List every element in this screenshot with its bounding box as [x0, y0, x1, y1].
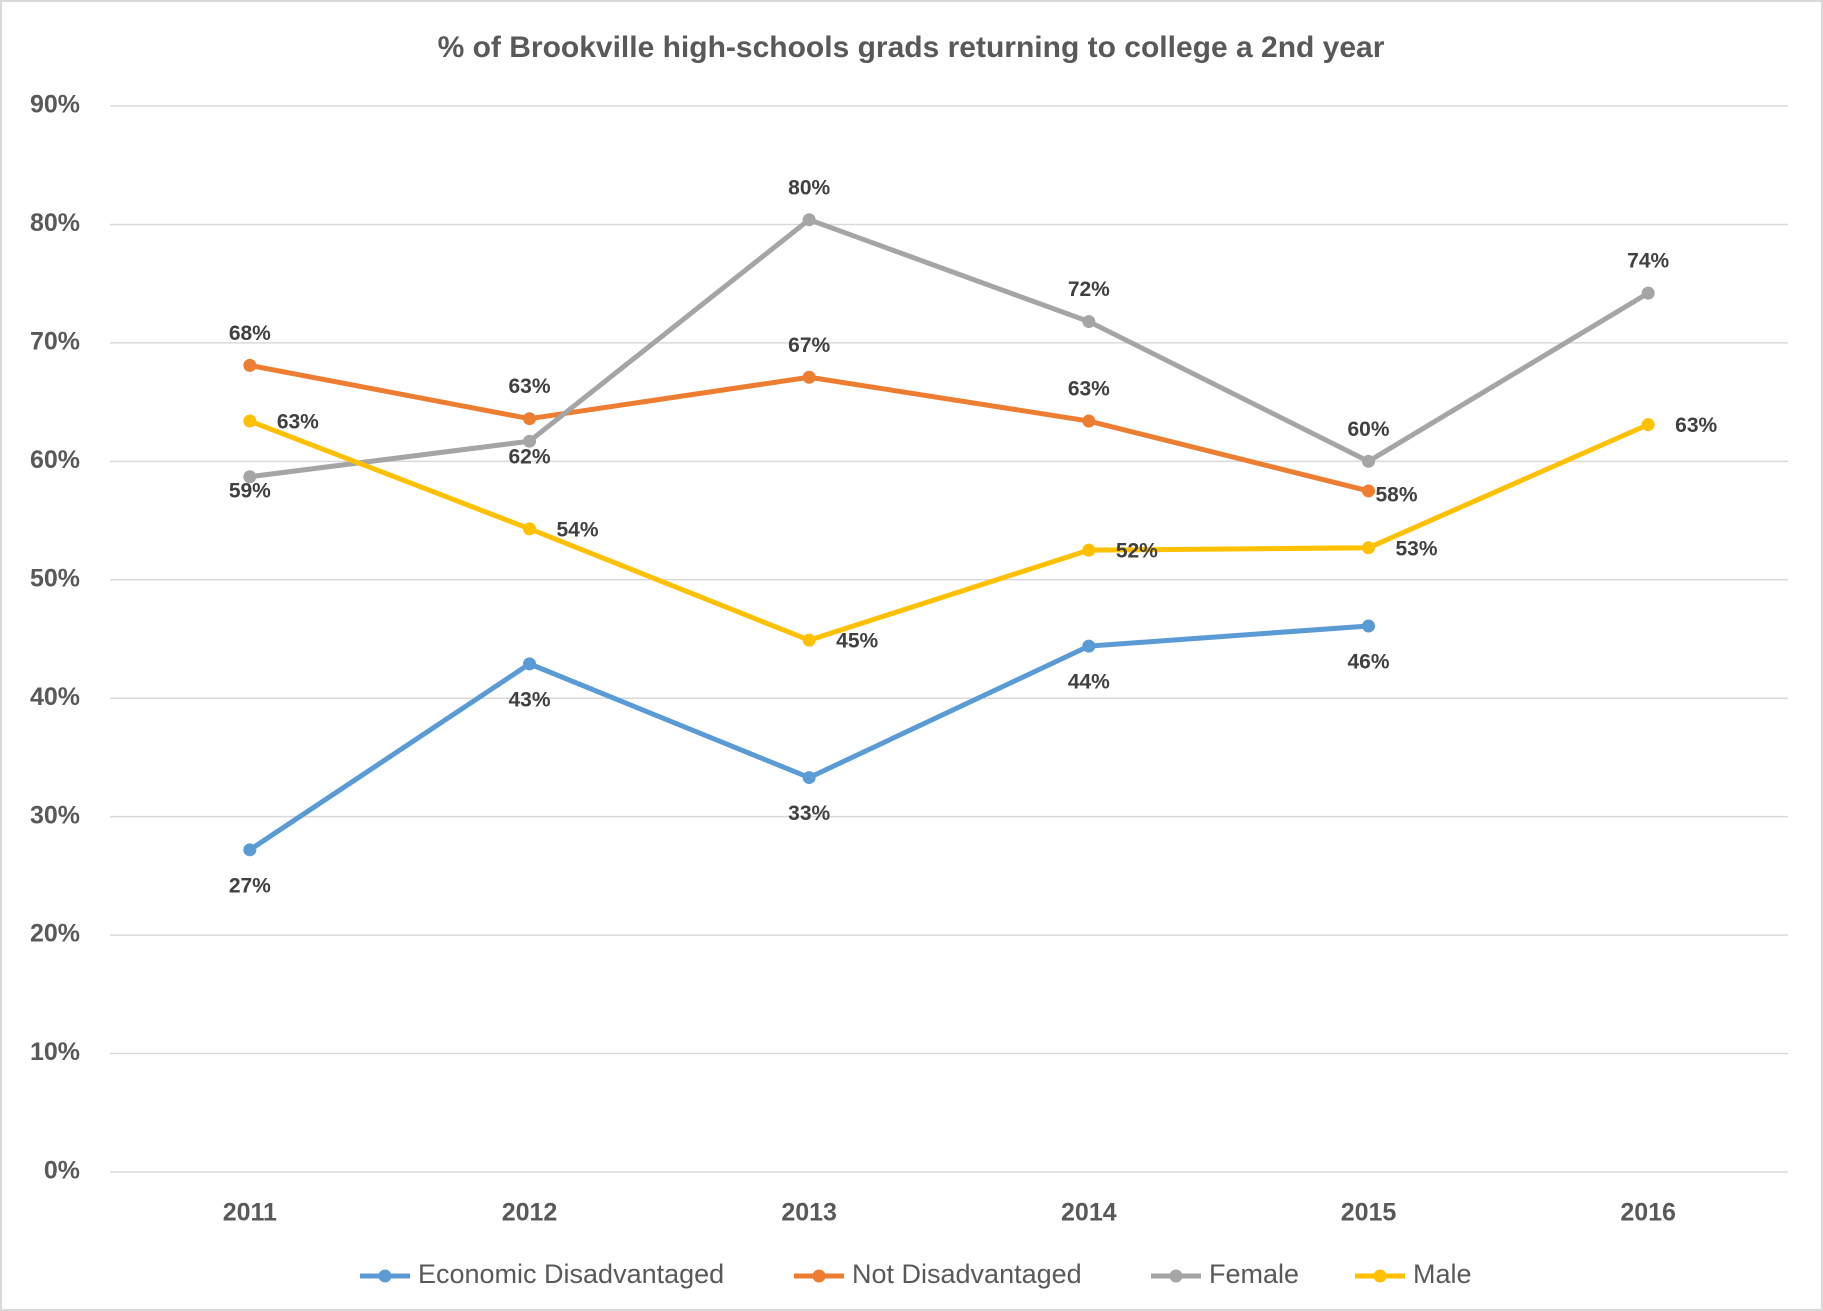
data-label: 45% — [836, 630, 878, 653]
data-label: 33% — [788, 802, 830, 825]
data-point — [1362, 484, 1375, 498]
data-point — [1641, 418, 1655, 432]
y-tick-label: 50% — [30, 564, 80, 592]
data-label: 63% — [1068, 378, 1110, 401]
data-point — [1362, 541, 1375, 555]
data-label: 68% — [229, 322, 271, 345]
data-label: 67% — [788, 334, 830, 357]
y-tick-label: 0% — [44, 1157, 80, 1185]
data-point — [802, 633, 816, 647]
data-label: 58% — [1375, 483, 1417, 506]
data-label: 46% — [1347, 651, 1389, 674]
data-point — [243, 843, 257, 857]
data-point — [523, 434, 536, 448]
data-label: 52% — [1116, 540, 1158, 563]
data-point — [1082, 315, 1096, 329]
data-label: 72% — [1068, 278, 1110, 301]
data-point — [1641, 286, 1655, 300]
data-point — [802, 213, 816, 227]
y-tick-label: 20% — [30, 920, 80, 948]
x-tick-label: 2014 — [1061, 1199, 1117, 1227]
legend-label: Female — [1209, 1259, 1299, 1289]
data-label: 44% — [1068, 671, 1110, 694]
data-label: 63% — [508, 375, 550, 398]
data-point — [1362, 454, 1375, 468]
series-line — [249, 217, 1650, 480]
y-tick-label: 40% — [30, 683, 80, 711]
data-point — [243, 414, 257, 428]
x-tick-label: 2011 — [223, 1199, 277, 1227]
data-label: 80% — [788, 176, 830, 199]
data-label: 27% — [229, 874, 271, 897]
data-point — [802, 370, 816, 384]
data-point — [243, 470, 257, 484]
data-label: 43% — [508, 688, 550, 711]
data-point — [523, 412, 536, 426]
y-tick-label: 70% — [30, 327, 80, 355]
legend-marker — [1373, 1269, 1387, 1283]
data-label: 54% — [556, 518, 598, 541]
series-line — [248, 418, 1650, 643]
data-label: 62% — [508, 446, 550, 469]
data-label: 53% — [1395, 537, 1437, 560]
legend-label: Male — [1413, 1259, 1472, 1289]
data-point — [523, 657, 536, 671]
legend-marker — [812, 1269, 826, 1283]
x-tick-label: 2013 — [781, 1199, 837, 1227]
y-tick-label: 60% — [30, 446, 80, 474]
data-point — [243, 358, 257, 372]
y-tick-label: 30% — [30, 801, 80, 829]
data-point — [1082, 543, 1096, 557]
legend-marker — [378, 1269, 392, 1283]
legend-marker — [1169, 1269, 1183, 1283]
data-label: 59% — [229, 479, 271, 502]
x-tick-label: 2016 — [1620, 1199, 1676, 1227]
chart-title: % of Brookville high-schools grads retur… — [438, 31, 1385, 64]
data-label: 63% — [1675, 414, 1717, 437]
data-point — [1082, 639, 1096, 653]
y-tick-label: 10% — [30, 1038, 80, 1066]
data-point — [1362, 619, 1375, 633]
data-point — [802, 771, 816, 785]
data-point — [1082, 414, 1096, 428]
legend-label: Economic Disadvantaged — [418, 1259, 724, 1289]
y-tick-label: 90% — [30, 91, 80, 119]
data-label: 60% — [1347, 418, 1389, 441]
legend-label: Not Disadvantaged — [852, 1259, 1082, 1289]
x-tick-label: 2015 — [1341, 1199, 1397, 1227]
data-point — [523, 522, 536, 536]
x-tick-label: 2012 — [502, 1199, 558, 1227]
y-tick-label: 80% — [30, 209, 80, 237]
data-label: 63% — [277, 411, 319, 434]
data-label: 74% — [1627, 250, 1669, 273]
